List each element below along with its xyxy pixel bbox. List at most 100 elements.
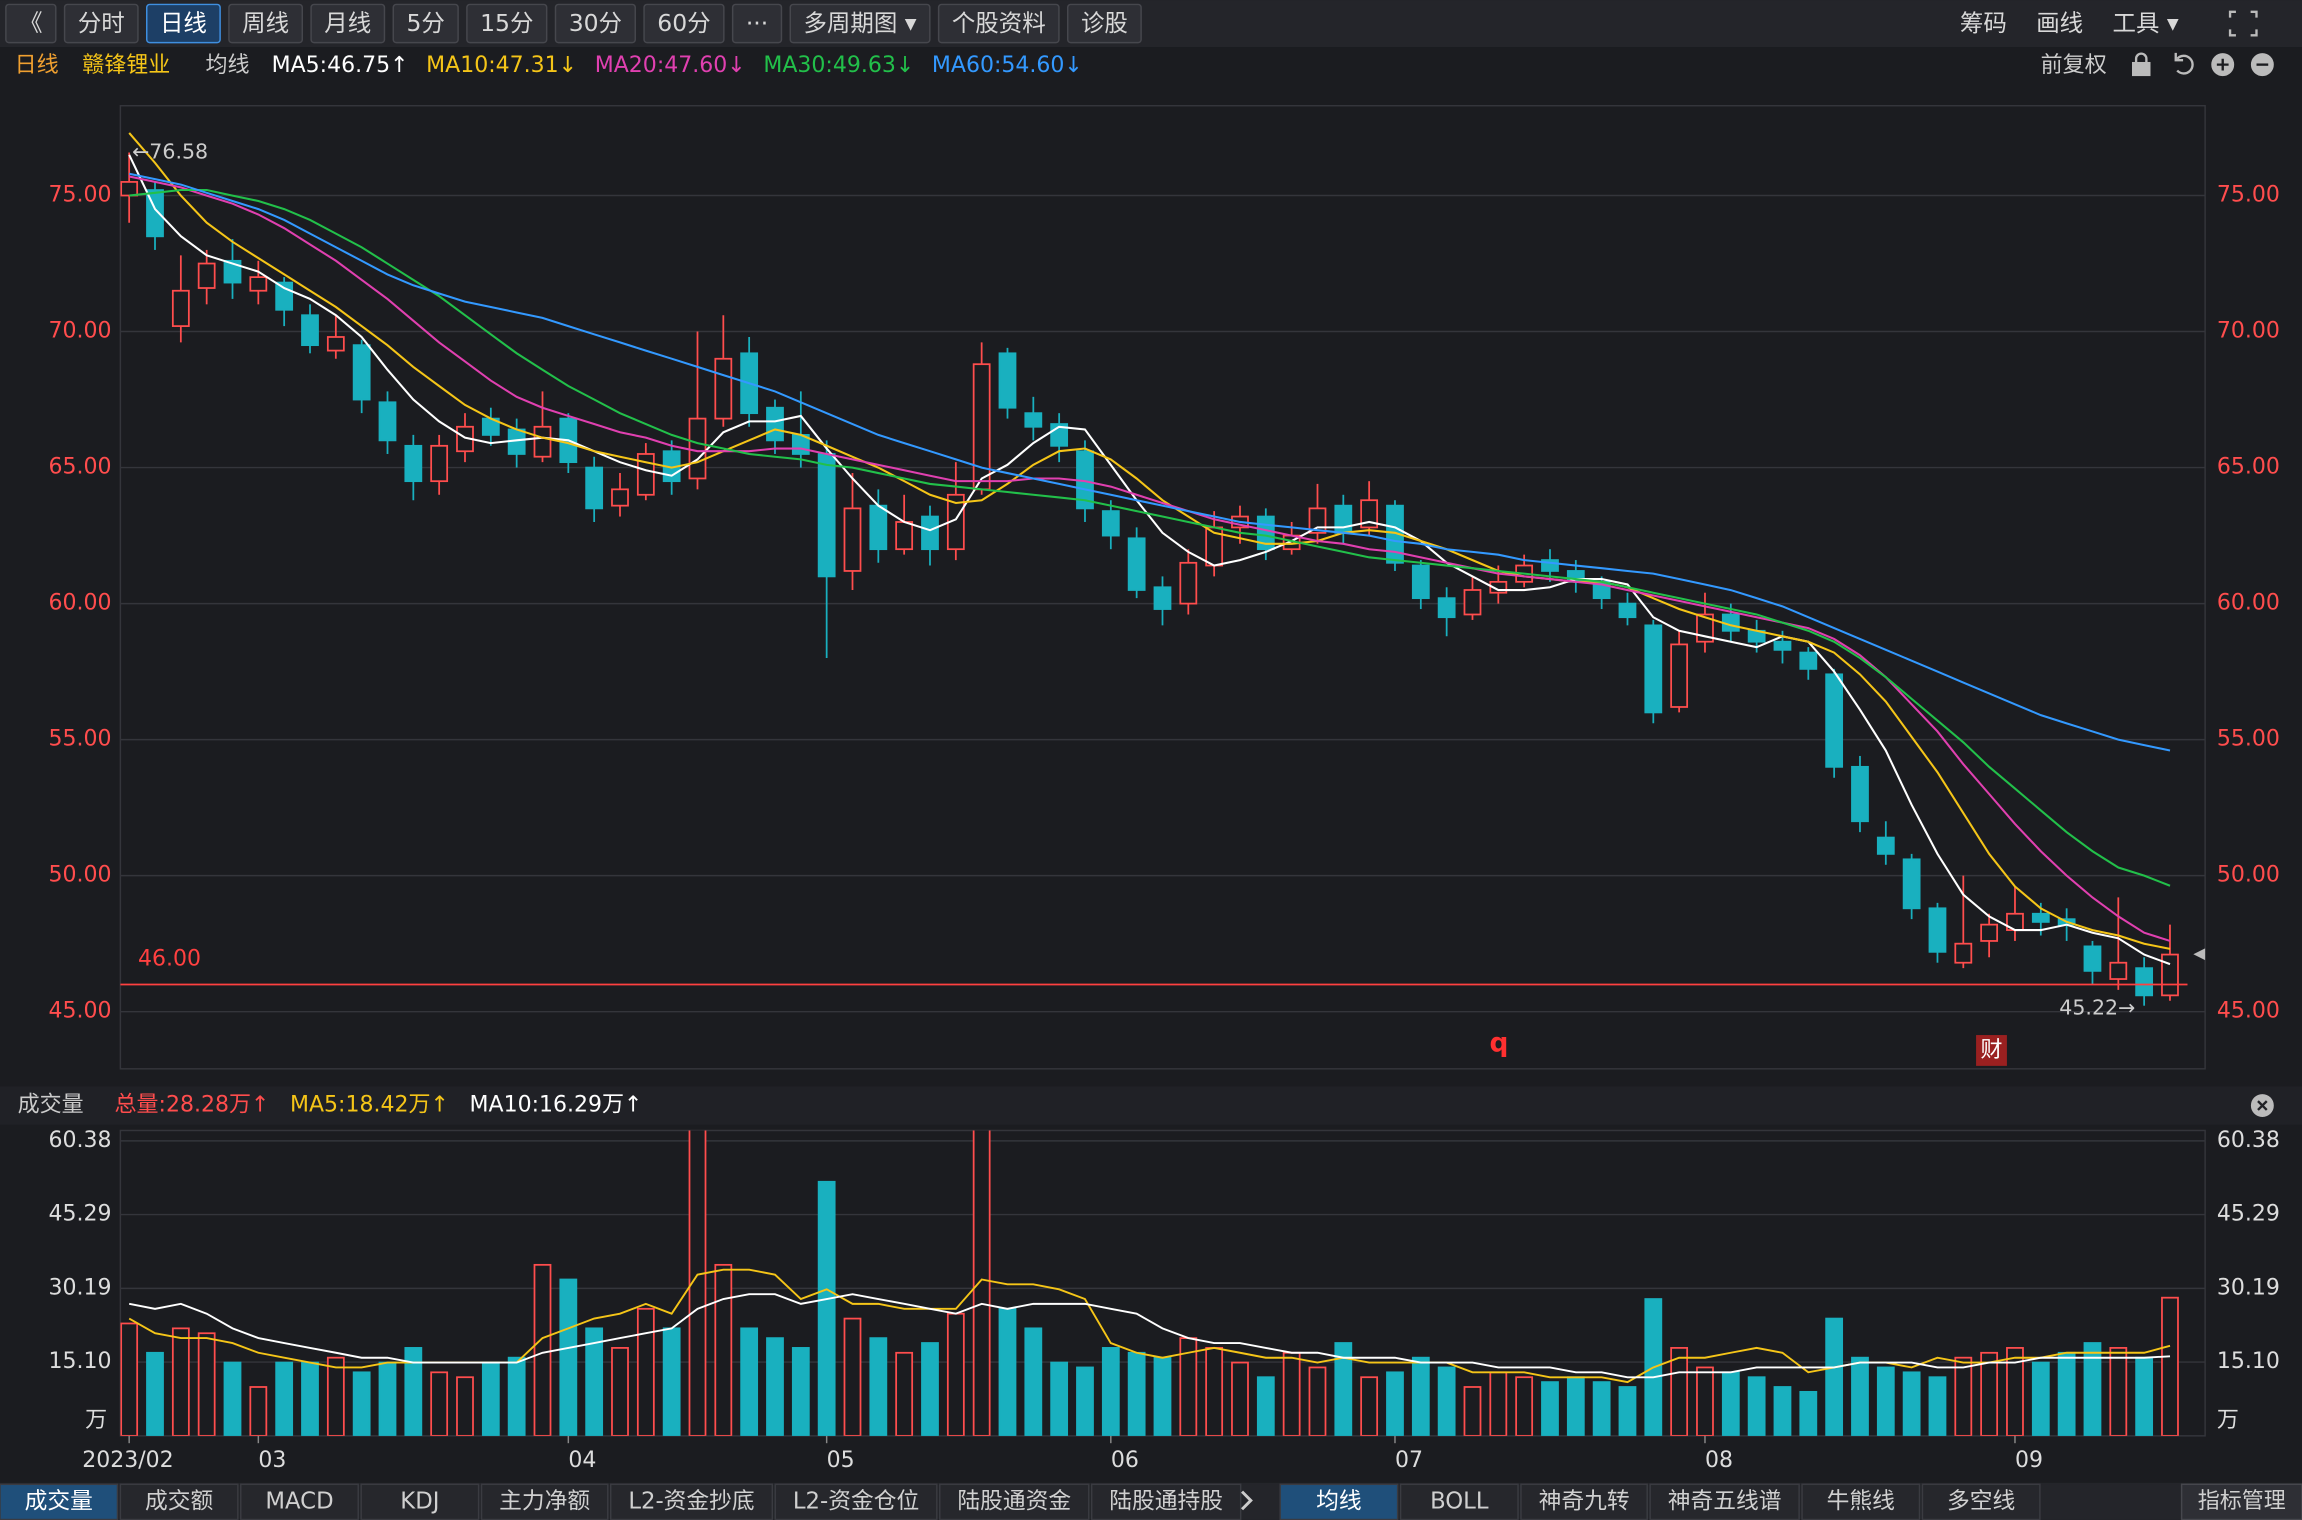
toolbar-button[interactable] bbox=[228, 3, 304, 44]
candle-body bbox=[533, 425, 552, 458]
toolbar-button[interactable] bbox=[146, 3, 221, 44]
toolbar-button-label[interactable]: 15分 bbox=[480, 9, 533, 37]
candle-body bbox=[378, 401, 397, 442]
indicator-tab[interactable] bbox=[1279, 1483, 1399, 1520]
toolbar-right-label[interactable]: 工具 ▾ bbox=[2113, 9, 2179, 37]
event-marker[interactable]: q bbox=[1489, 1027, 1508, 1058]
indicator-tab-label[interactable]: KDJ bbox=[400, 1488, 439, 1514]
toolbar-button[interactable] bbox=[789, 3, 931, 44]
candle-body bbox=[1101, 510, 1120, 537]
manage-button[interactable] bbox=[2180, 1483, 2302, 1520]
toolbar-button-label[interactable]: 多周期图 ▾ bbox=[803, 9, 916, 37]
toolbar-button-label[interactable]: 月线 bbox=[324, 9, 371, 37]
toolbar-button[interactable] bbox=[466, 3, 548, 44]
indicator-tab-label[interactable]: 成交额 bbox=[145, 1488, 213, 1514]
tab-scroll-arrow[interactable] bbox=[1240, 1490, 1253, 1511]
indicator-tab-label[interactable]: 神奇五线谱 bbox=[1668, 1488, 1782, 1514]
indicator-tab[interactable] bbox=[1399, 1483, 1519, 1520]
indicator-tab[interactable] bbox=[119, 1483, 239, 1520]
candle-body bbox=[1902, 858, 1921, 910]
toolbar-right-label[interactable]: 筹码 bbox=[1960, 9, 2007, 37]
indicator-tab-label[interactable]: 神奇九转 bbox=[1539, 1488, 1630, 1514]
volume-bar bbox=[1670, 1347, 1689, 1436]
lock-shackle bbox=[2134, 52, 2148, 64]
indicator-tab[interactable] bbox=[480, 1483, 609, 1520]
candle-body bbox=[714, 357, 733, 420]
lock-icon[interactable] bbox=[2131, 61, 2151, 77]
volume-plot bbox=[120, 1130, 2179, 1436]
toolbar-button-label[interactable]: 60分 bbox=[657, 9, 710, 37]
zoom-in-plus bbox=[2216, 58, 2229, 71]
candle-body bbox=[585, 466, 604, 510]
toolbar-button-label[interactable]: 《 bbox=[19, 9, 42, 37]
indicator-tab-label[interactable]: 陆股通资金 bbox=[957, 1488, 1071, 1514]
price-pointer bbox=[2193, 948, 2206, 961]
toolbar-button-label[interactable]: 分时 bbox=[78, 9, 125, 37]
indicator-tab-label[interactable]: 均线 bbox=[1316, 1488, 1362, 1514]
volume-bar bbox=[972, 1130, 991, 1436]
indicator-tab[interactable] bbox=[1520, 1483, 1648, 1520]
x-tick-label: 06 bbox=[1111, 1448, 1139, 1473]
volume-bar bbox=[2006, 1347, 2024, 1436]
toolbar-button-label[interactable]: 5分 bbox=[406, 9, 444, 37]
y-tick-label-right: 60.00 bbox=[2217, 591, 2280, 616]
candle-body bbox=[171, 289, 190, 327]
volume-bar bbox=[1282, 1351, 1301, 1436]
toolbar-button-label[interactable]: ··· bbox=[746, 9, 768, 37]
toolbar-button-label[interactable]: 日线 bbox=[160, 9, 207, 37]
vol-tick-label-right: 45.29 bbox=[2217, 1202, 2280, 1227]
vol-legend: 总量:28.28万↑ bbox=[115, 1093, 270, 1118]
vol-tick-label-right: 15.10 bbox=[2217, 1349, 2280, 1374]
ma-line bbox=[128, 172, 2171, 752]
toolbar-button-label[interactable]: 诊股 bbox=[1081, 9, 1128, 37]
indicator-tab-label[interactable]: L2-资金抄底 bbox=[628, 1488, 754, 1514]
toolbar-button-label[interactable]: 周线 bbox=[242, 9, 289, 37]
x-tick-label: 09 bbox=[2015, 1448, 2043, 1473]
finance-marker[interactable]: 财 bbox=[1980, 1038, 2002, 1063]
y-tick-label-right: 45.00 bbox=[2217, 999, 2280, 1024]
indicator-tab-label[interactable]: 陆股通持股 bbox=[1109, 1488, 1223, 1514]
candle-body bbox=[197, 262, 216, 289]
finance-badge[interactable] bbox=[1976, 1035, 2007, 1066]
chart-tools[interactable] bbox=[2131, 10, 2274, 1117]
indicator-tab-label[interactable]: 多空线 bbox=[1947, 1488, 2015, 1514]
manage-label[interactable]: 指标管理 bbox=[2198, 1489, 2286, 1514]
toolbar-button[interactable] bbox=[1067, 3, 1142, 44]
indicator-tab-label[interactable]: 成交量 bbox=[25, 1488, 93, 1514]
candle-body bbox=[611, 488, 629, 507]
volume-header-bg bbox=[0, 1086, 2302, 1125]
candle-body bbox=[1541, 559, 1559, 572]
indicator-tab-label[interactable]: 主力净额 bbox=[499, 1488, 590, 1514]
volume-bar bbox=[921, 1342, 939, 1436]
indicator-tab[interactable] bbox=[1649, 1483, 1800, 1520]
toolbar-button[interactable] bbox=[392, 3, 459, 44]
toolbar-button[interactable] bbox=[63, 3, 139, 44]
toolbar-button-label[interactable]: 个股资料 bbox=[952, 9, 1046, 37]
ma-line bbox=[128, 175, 2171, 942]
toolbar-button[interactable] bbox=[310, 3, 386, 44]
indicator-tab-label[interactable]: L2-资金仓位 bbox=[793, 1488, 919, 1514]
ma-legend: MA30:49.63↓ bbox=[763, 53, 914, 78]
indicator-tab[interactable] bbox=[939, 1483, 1090, 1520]
toolbar-button[interactable] bbox=[731, 3, 783, 44]
fullscreen-icon[interactable] bbox=[2228, 10, 2258, 37]
indicator-tab-label[interactable]: BOLL bbox=[1430, 1488, 1489, 1514]
toolbar-button-label[interactable]: 30分 bbox=[569, 9, 622, 37]
toolbar-button[interactable] bbox=[5, 3, 57, 44]
toolbar-button[interactable] bbox=[643, 3, 725, 44]
indicator-tab-label[interactable]: 牛熊线 bbox=[1827, 1488, 1895, 1514]
indicator-tab[interactable] bbox=[0, 1483, 119, 1520]
toolbar-button[interactable] bbox=[937, 3, 1060, 44]
volume-bar bbox=[1489, 1371, 1508, 1436]
undo-icon[interactable] bbox=[2174, 52, 2194, 75]
volume-bar bbox=[404, 1347, 423, 1436]
indicator-tab[interactable] bbox=[240, 1483, 359, 1520]
indicator-tab[interactable] bbox=[1921, 1483, 2041, 1520]
indicator-tab[interactable] bbox=[1090, 1483, 1242, 1520]
indicator-tab-label[interactable]: MACD bbox=[265, 1488, 333, 1514]
toolbar-button[interactable] bbox=[554, 3, 636, 44]
ma-line bbox=[128, 132, 2171, 950]
toolbar-right-label[interactable]: 画线 bbox=[2036, 9, 2083, 37]
volume-bar bbox=[507, 1356, 526, 1436]
adjust-label[interactable]: 前复权 bbox=[2041, 53, 2107, 78]
